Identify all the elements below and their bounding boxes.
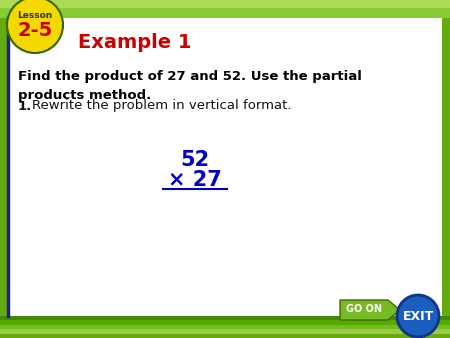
Bar <box>0 0 450 8</box>
Bar <box>0 8 450 18</box>
Bar <box>0 329 450 334</box>
Text: 1.: 1. <box>18 99 32 113</box>
Circle shape <box>7 0 63 53</box>
Text: × 27: × 27 <box>168 170 222 190</box>
Bar <box>0 325 450 329</box>
Text: GO ON: GO ON <box>346 304 382 314</box>
Polygon shape <box>340 300 400 320</box>
Bar <box>0 316 450 320</box>
Text: EXIT: EXIT <box>402 310 434 322</box>
Bar <box>8 18 442 316</box>
Bar <box>0 316 450 338</box>
Bar <box>0 0 450 18</box>
Text: Lesson: Lesson <box>18 11 53 21</box>
Bar <box>0 18 8 316</box>
Text: 2-5: 2-5 <box>18 21 53 40</box>
Bar <box>442 18 450 316</box>
Text: Example 1: Example 1 <box>78 33 192 52</box>
Circle shape <box>397 295 439 337</box>
Text: 52: 52 <box>180 150 210 170</box>
Text: Rewrite the problem in vertical format.: Rewrite the problem in vertical format. <box>32 99 292 113</box>
Text: Find the product of 27 and 52. Use the partial
products method.: Find the product of 27 and 52. Use the p… <box>18 70 362 102</box>
Bar <box>0 320 450 325</box>
